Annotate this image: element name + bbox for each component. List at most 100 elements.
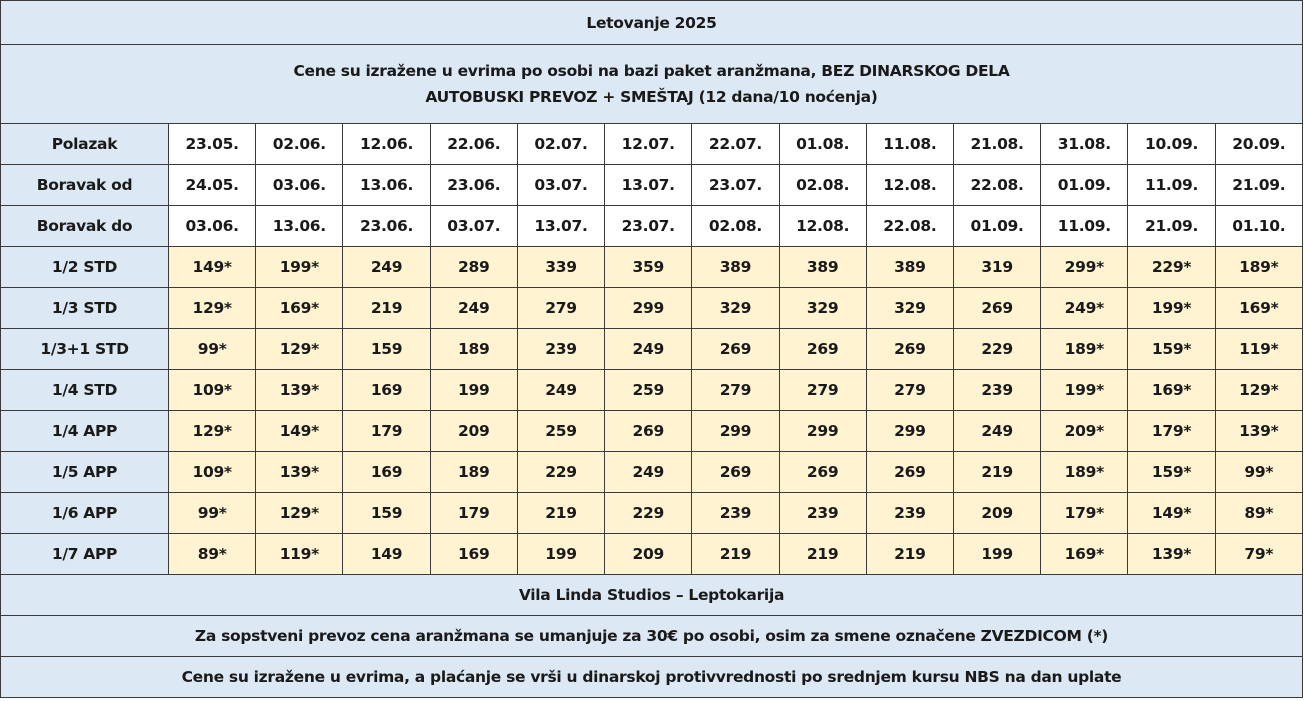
price-cell: 259	[516, 410, 606, 452]
price-cell: 329	[865, 287, 954, 329]
date-row: Boravak od 24.05. 03.06. 13.06. 23.06. 03.07.…	[0, 164, 1304, 206]
date-cell: 12.08.	[865, 164, 954, 206]
row-label: 1/5 APP	[0, 451, 169, 493]
date-cell: 10.09.	[1127, 123, 1216, 165]
price-cell: 129*	[167, 410, 257, 452]
price-cell: 129*	[255, 492, 344, 534]
price-row: 1/5 APP 109* 139* 169 189 229 249 269 269 269 219 1…	[0, 451, 1304, 493]
price-cell: 199	[952, 533, 1042, 575]
title-row: Letovanje 2025	[0, 0, 1303, 45]
price-cell: 249	[604, 328, 693, 370]
price-cell: 99*	[167, 492, 257, 534]
price-cell: 189*	[1214, 246, 1304, 288]
price-cell: 219	[952, 451, 1042, 493]
date-cell: 22.07.	[691, 123, 780, 165]
price-row: 1/2 STD 149* 199* 249 289 339 359 389 389 389 319 2…	[0, 246, 1304, 288]
price-cell: 269	[691, 451, 780, 493]
table-title: Letovanje 2025	[0, 0, 1303, 45]
price-cell: 209	[604, 533, 693, 575]
price-cell: 119*	[255, 533, 344, 575]
price-cell: 219	[865, 533, 954, 575]
date-cell: 21.09.	[1214, 164, 1304, 206]
price-row: 1/3 STD 129* 169* 219 249 279 299 329 329 329 269 2…	[0, 287, 1304, 329]
price-cell: 149	[342, 533, 431, 575]
date-cell: 13.07.	[516, 205, 606, 247]
price-row: 1/4 STD 109* 139* 169 199 249 259 279 279 279 239 1…	[0, 369, 1304, 411]
price-cell: 269	[604, 410, 693, 452]
price-cell: 129*	[167, 287, 257, 329]
price-cell: 89*	[1214, 492, 1304, 534]
price-cell: 109*	[167, 451, 257, 493]
row-label: 1/3+1 STD	[0, 328, 169, 370]
price-cell: 199	[516, 533, 606, 575]
price-cell: 269	[691, 328, 780, 370]
row-label: 1/2 STD	[0, 246, 169, 288]
price-cell: 299	[865, 410, 954, 452]
date-cell: 23.06.	[342, 205, 431, 247]
price-cell: 199	[429, 369, 518, 411]
price-cell: 389	[865, 246, 954, 288]
price-cell: 249	[516, 369, 606, 411]
price-cell: 289	[429, 246, 518, 288]
price-cell: 139*	[255, 369, 344, 411]
price-cell: 229	[516, 451, 606, 493]
date-cell: 23.07.	[691, 164, 780, 206]
price-cell: 169*	[1040, 533, 1129, 575]
price-cell: 169*	[255, 287, 344, 329]
date-cell: 03.07.	[516, 164, 606, 206]
price-cell: 219	[691, 533, 780, 575]
price-cell: 239	[516, 328, 606, 370]
price-cell: 239	[952, 369, 1042, 411]
price-cell: 159	[342, 492, 431, 534]
price-cell: 189*	[1040, 451, 1129, 493]
price-cell: 149*	[255, 410, 344, 452]
price-cell: 259	[604, 369, 693, 411]
price-cell: 299	[691, 410, 780, 452]
price-cell: 209	[429, 410, 518, 452]
row-label: 1/6 APP	[0, 492, 169, 534]
date-cell: 13.06.	[255, 205, 344, 247]
date-cell: 24.05.	[167, 164, 257, 206]
price-cell: 229*	[1127, 246, 1216, 288]
row-label: Boravak do	[0, 205, 169, 247]
price-cell: 269	[865, 451, 954, 493]
price-cell: 249*	[1040, 287, 1129, 329]
price-cell: 109*	[167, 369, 257, 411]
price-cell: 209	[952, 492, 1042, 534]
row-label: 1/3 STD	[0, 287, 169, 329]
price-cell: 199*	[255, 246, 344, 288]
footer-note: Vila Linda Studios – Leptokarija	[0, 574, 1303, 616]
subtitle-row: Cene su izražene u evrima po osobi na ba…	[0, 44, 1303, 124]
price-cell: 329	[691, 287, 780, 329]
price-row: 1/6 APP 99* 129* 159 179 219 229 239 239 239 209 17…	[0, 492, 1304, 534]
date-cell: 31.08.	[1040, 123, 1129, 165]
date-cell: 01.08.	[778, 123, 867, 165]
row-label: 1/7 APP	[0, 533, 169, 575]
price-cell: 339	[516, 246, 606, 288]
price-cell: 159*	[1127, 328, 1216, 370]
price-cell: 269	[865, 328, 954, 370]
price-cell: 169*	[1214, 287, 1304, 329]
row-label: 1/4 APP	[0, 410, 169, 452]
price-cell: 229	[604, 492, 693, 534]
date-cell: 22.08.	[952, 164, 1042, 206]
price-cell: 189	[429, 451, 518, 493]
price-cell: 189	[429, 328, 518, 370]
price-cell: 239	[778, 492, 867, 534]
price-row: 1/3+1 STD 99* 129* 159 189 239 249 269 269 269 229…	[0, 328, 1304, 370]
price-cell: 389	[778, 246, 867, 288]
date-cell: 11.09.	[1127, 164, 1216, 206]
price-cell: 299	[778, 410, 867, 452]
date-cell: 01.10.	[1214, 205, 1304, 247]
price-cell: 239	[865, 492, 954, 534]
date-row: Polazak 23.05. 02.06. 12.06. 22.06. 02.07. 12.…	[0, 123, 1304, 165]
footer-row: Za sopstveni prevoz cena aranžmana se um…	[0, 615, 1303, 657]
price-cell: 239	[691, 492, 780, 534]
footer-row: Cene su izražene u evrima, a plaćanje se…	[0, 656, 1303, 698]
date-cell: 23.06.	[429, 164, 518, 206]
date-row: Boravak do 03.06. 13.06. 23.06. 03.07. 13.07.…	[0, 205, 1304, 247]
date-cell: 03.06.	[255, 164, 344, 206]
price-cell: 279	[778, 369, 867, 411]
